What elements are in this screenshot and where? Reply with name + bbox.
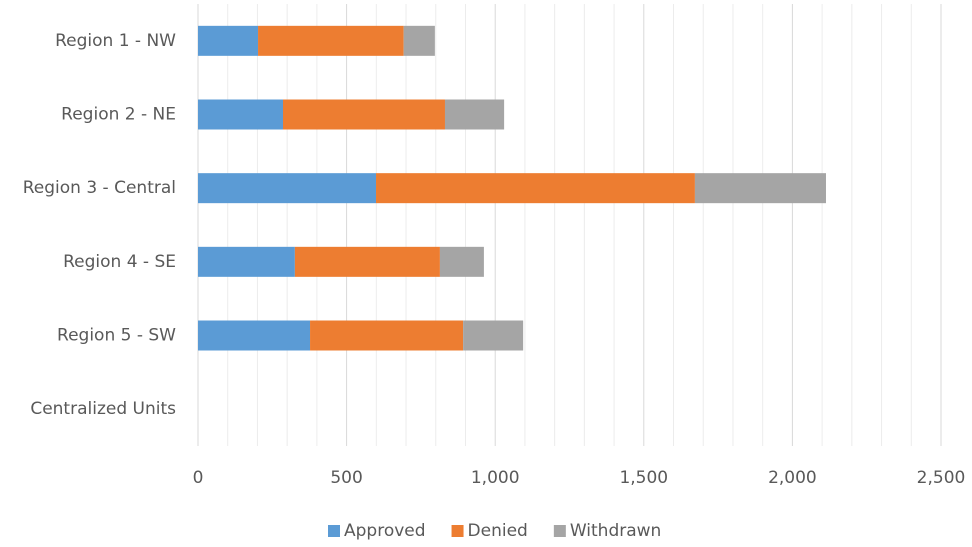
bar-segment	[694, 173, 826, 204]
y-tick-label: Region 3 - Central	[23, 178, 176, 198]
legend-swatch	[328, 525, 340, 537]
bar-segment	[258, 25, 404, 56]
bar-segment	[444, 99, 505, 130]
bar-segment	[282, 99, 445, 130]
x-tick-label: 0	[193, 468, 204, 488]
y-tick-label: Centralized Units	[30, 399, 176, 419]
y-tick-label: Region 5 - SW	[57, 326, 176, 346]
bar-segment	[403, 25, 435, 56]
x-tick-label: 1,500	[619, 468, 668, 488]
x-tick-label: 500	[330, 468, 362, 488]
y-tick-label: Region 1 - NW	[55, 31, 176, 51]
bar-segment	[198, 320, 311, 351]
legend-swatch	[553, 525, 566, 537]
bar-segment	[376, 173, 695, 204]
x-tick-label: 2,000	[768, 468, 817, 488]
legend-label: Denied	[468, 521, 528, 541]
legend-label: Approved	[344, 521, 426, 541]
bar-segment	[463, 320, 524, 351]
legend-label: Withdrawn	[570, 521, 661, 541]
bar-segment	[198, 99, 283, 130]
bar-segment	[198, 173, 377, 204]
bar-segment	[198, 25, 259, 56]
x-tick-label: 2,500	[917, 468, 966, 488]
y-tick-label: Region 4 - SE	[63, 252, 176, 272]
bar-segment	[439, 246, 484, 277]
legend-swatch	[451, 525, 464, 537]
bar-segment	[294, 246, 440, 277]
x-tick-label: 1,000	[471, 468, 520, 488]
bar-segment	[310, 320, 464, 351]
bar-segment	[198, 246, 295, 277]
y-tick-label: Region 2 - NE	[61, 105, 176, 125]
